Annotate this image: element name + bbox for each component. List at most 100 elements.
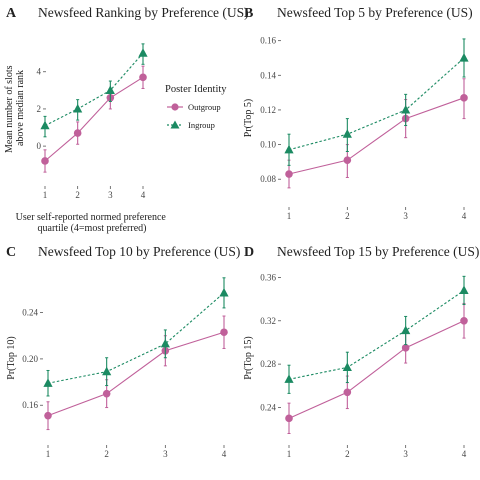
ingroup-series-line [288,57,465,151]
outgroup-series-line [288,97,465,175]
panel-b: B Newsfeed Top 5 by Preference (US) 0.08… [243,5,473,221]
x-tick-label: 2 [345,211,350,221]
outgroup-point [102,389,111,398]
ingroup-point [138,48,148,57]
x-tick-label: 2 [104,449,109,459]
ingroup-point [43,378,53,387]
outgroup-point [460,316,468,325]
y-tick-label: 0 [37,141,42,151]
panel-label-c: C [6,245,16,260]
y-tick-label: 0.16 [22,400,38,410]
x-tick-label: 2 [75,190,80,200]
x-tick-label: 1 [287,449,292,459]
panel-b-title: Newsfeed Top 5 by Preference (US) [277,5,473,20]
outgroup-series-line [288,320,465,419]
ingroup-series-line [44,52,144,127]
panel-a-ylabel: Mean number of slots above median rank [4,63,26,153]
panel-a-ylabel-line1: Mean number of slots [4,65,15,153]
y-tick-label: 0.14 [260,70,276,80]
legend-outgroup-label: Outgroup [188,102,221,112]
x-tick-label: 3 [163,449,168,459]
panel-a: A Newsfeed Ranking by Preference (US) 0 2… [4,5,249,234]
panel-a-plot: 0 2 4 1 2 3 4 [37,43,148,200]
x-tick-label: 1 [287,211,292,221]
x-tick-label: 3 [403,211,408,221]
ingroup-point [40,120,50,130]
y-tick-label: 0.24 [260,402,276,412]
outgroup-point [460,94,468,102]
ingroup-point [105,85,115,94]
panel-d-ylabel: Pr(Top 15) [243,336,254,379]
x-tick-label: 1 [46,449,51,459]
y-tick-label: 0.10 [260,140,276,150]
outgroup-point [73,129,82,137]
y-tick-label: 4 [37,67,42,77]
x-tick-label: 4 [141,190,146,200]
outgroup-series-line [44,76,144,162]
ingroup-point [160,338,170,348]
y-tick-label: 0.08 [260,174,276,184]
y-tick-label: 0.28 [260,359,276,369]
panel-c: C Newsfeed Top 10 by Preference (US) 0.1… [6,244,240,459]
panel-c-title: Newsfeed Top 10 by Preference (US) [38,244,240,259]
y-tick-label: 0.20 [22,354,38,364]
ingroup-point [401,104,411,114]
panel-c-plot: 0.16 0.20 0.24 1 2 3 4 [22,277,229,459]
ingroup-point [401,325,411,335]
x-tick-label: 4 [222,449,227,459]
ingroup-point [73,103,83,113]
outgroup-point [401,344,410,352]
panel-b-plot: 0.08 0.10 0.12 0.14 0.16 1 2 3 4 [260,36,469,221]
legend-title: Poster Identity [165,84,227,95]
y-tick-label: 0.36 [260,272,276,282]
x-tick-label: 4 [462,211,467,221]
y-tick-label: 0.12 [260,105,276,115]
ingroup-point [284,374,294,383]
x-tick-label: 3 [403,449,408,459]
y-tick-label: 0.16 [260,36,276,46]
panel-d-title: Newsfeed Top 15 by Preference (US) [277,244,479,259]
panel-a-xlabel-line2: quartile (4=most preferred) [38,223,147,234]
outgroup-point [44,411,52,420]
panel-label-d: D [244,245,254,260]
outgroup-series-line [47,331,225,417]
outgroup-point [139,73,147,82]
x-tick-label: 4 [462,449,467,459]
x-tick-label: 2 [345,449,350,459]
legend-ingroup-label: Ingroup [188,120,215,130]
outgroup-point [220,328,228,337]
outgroup-point [343,388,352,397]
ingroup-point [342,362,352,371]
outgroup-point [285,170,293,178]
panel-d: D Newsfeed Top 15 by Preference (US) 0.2… [243,244,479,459]
panel-a-ylabel-line2: above median rank [15,70,26,146]
ingroup-point [459,285,469,295]
panel-a-xlabel: User self-reported normed preference qua… [16,212,169,234]
y-tick-label: 0.32 [260,316,276,326]
ingroup-point [342,129,352,138]
ingroup-series-line [288,289,465,380]
ingroup-point [459,52,469,62]
panel-label-a: A [6,6,17,21]
legend-outgroup-marker [171,103,179,111]
legend-ingroup-marker [170,120,180,129]
outgroup-point [343,156,352,164]
outgroup-point [41,157,49,165]
y-tick-label: 2 [37,104,42,114]
legend: Poster Identity Outgroup Ingroup [165,84,227,130]
panel-label-b: B [244,6,253,21]
outgroup-point [285,414,293,423]
x-tick-label: 3 [108,190,113,200]
ingroup-series-line [47,292,225,384]
ingroup-point [219,287,229,297]
panel-a-title: Newsfeed Ranking by Preference (US) [38,5,249,20]
panel-d-plot: 0.24 0.28 0.32 0.36 1 2 3 4 [260,272,469,459]
panel-a-xlabel-line1: User self-reported normed preference [16,212,167,223]
ingroup-point [102,366,112,376]
panel-b-ylabel: Pr(Top 5) [243,99,254,137]
x-tick-label: 1 [43,190,48,200]
ingroup-point [284,144,294,154]
y-tick-label: 0.24 [22,308,38,318]
panel-c-ylabel: Pr(Top 10) [6,336,17,379]
